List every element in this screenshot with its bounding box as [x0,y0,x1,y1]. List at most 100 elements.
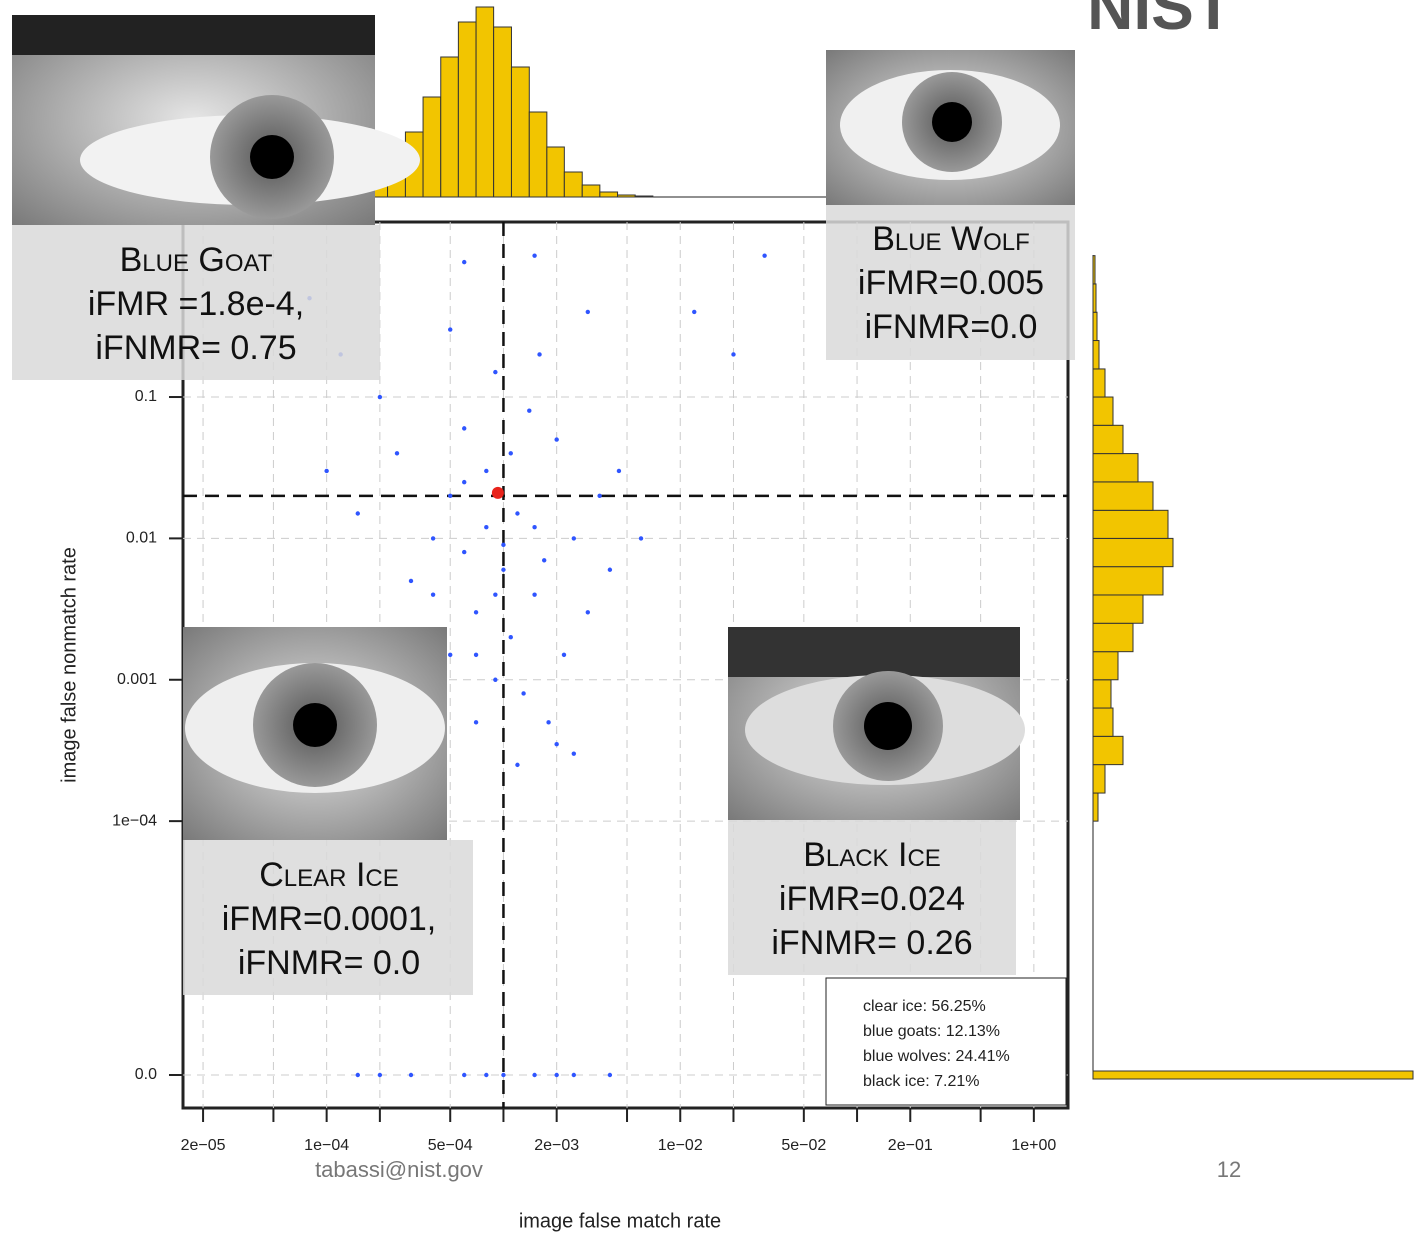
scatter-point [462,426,466,430]
scatter-point [493,678,497,682]
scatter-point [448,653,452,657]
scatter-point [501,543,505,547]
scatter-point [474,720,478,724]
scatter-point [324,469,328,473]
hist-bar [1093,623,1133,651]
scatter-point [608,568,612,572]
scatter-point [484,525,488,529]
annotation-text: iFMR=0.0001, [222,900,437,938]
scatter-point [462,550,466,554]
scatter-point [521,691,525,695]
hist-bar [476,7,494,197]
scatter-point [462,1073,466,1077]
hist-bar [564,172,582,197]
slide: NIST 2e−051e−045e−042e−031e−025e−022e−01… [0,0,1414,1235]
scatter-point [572,751,576,755]
scatter-point [527,409,531,413]
hist-bar [1093,284,1096,312]
hist-bar [1093,454,1138,482]
hist-bar [582,185,600,197]
annotation-text: iFNMR= 0.75 [95,329,296,367]
scatter-point [448,494,452,498]
annotation-text: iFNMR=0.0 [865,308,1038,346]
annotation-text: iFMR =1.8e-4, [88,285,304,323]
scatter-point [586,610,590,614]
hist-bar [1093,652,1118,680]
eye-photo [183,627,447,840]
scatter-point [554,1073,558,1077]
annotation-text: iFMR=0.005 [858,264,1044,302]
x-tick-label: 2e−05 [181,1137,226,1154]
scatter-point [509,451,513,455]
scatter-point [554,437,558,441]
scatter-point [409,579,413,583]
scatter-point [532,1073,536,1077]
scatter-point [586,310,590,314]
annotation-text: iFMR=0.024 [779,880,965,918]
hist-bar [1093,510,1168,538]
scatter-point [692,310,696,314]
eye-photo [826,50,1075,205]
legend-entry: black ice: 7.21% [863,1073,980,1090]
y-tick-label: 0.0 [135,1066,157,1083]
scatter-point [515,511,519,515]
scatter-point [356,511,360,515]
scatter-point [639,536,643,540]
x-tick-label: 1e+00 [1011,1137,1056,1154]
annotation-title: Blue Goat [120,241,273,279]
scatter-point [484,469,488,473]
y-tick-label: 0.1 [135,388,157,405]
hist-bar [494,27,512,197]
hist-bar [618,195,636,197]
x-tick-label: 2e−03 [534,1137,579,1154]
hist-bar [458,22,476,197]
scatter-point [542,558,546,562]
hist-bar [600,192,618,197]
hist-bar [1093,736,1123,764]
scatter-point [597,494,601,498]
legend-entry: blue wolves: 24.41% [863,1048,1010,1065]
scatter-point [509,635,513,639]
legend-entry: clear ice: 56.25% [863,998,986,1015]
hist-bar [635,196,653,197]
scatter-point [532,525,536,529]
scatter-point [474,610,478,614]
scatter-point [554,742,558,746]
scatter-point [617,469,621,473]
hist-bar [1093,765,1105,793]
hist-bar [547,147,564,197]
scatter-point [462,260,466,264]
scatter-point [378,1073,382,1077]
scatter-point [537,352,541,356]
annotation-title: Black Ice [803,836,941,874]
annotation-title: Blue Wolf [872,220,1030,258]
logo: NIST [1087,0,1233,43]
scatter-point [515,763,519,767]
hist-bar [1093,538,1173,566]
annotation-text: iFNMR= 0.26 [771,924,972,962]
y-tick-label: 0.001 [117,671,157,688]
hist-bar [441,57,459,197]
scatter-point [562,653,566,657]
scatter-point [356,1073,360,1077]
scatter-point [731,352,735,356]
scatter-point [431,536,435,540]
scatter-point [546,720,550,724]
y-tick-label: 1e−04 [112,812,157,829]
hist-bar [1093,256,1095,284]
page-number: 12 [1217,1157,1241,1182]
x-tick-label: 2e−01 [888,1137,933,1154]
scatter-point [484,1073,488,1077]
scatter-point [608,1073,612,1077]
hist-bar [1093,482,1153,510]
hist-bar [423,97,441,197]
scatter-point [474,653,478,657]
hist-bar [1093,793,1098,821]
hist-bar [529,112,547,197]
x-tick-label: 1e−02 [658,1137,703,1154]
y-tick-label: 0.01 [126,530,157,547]
scatter-point [431,592,435,596]
x-tick-label: 1e−04 [304,1137,349,1154]
hist-bar [1093,397,1113,425]
annotation-title: Clear Ice [259,856,398,894]
